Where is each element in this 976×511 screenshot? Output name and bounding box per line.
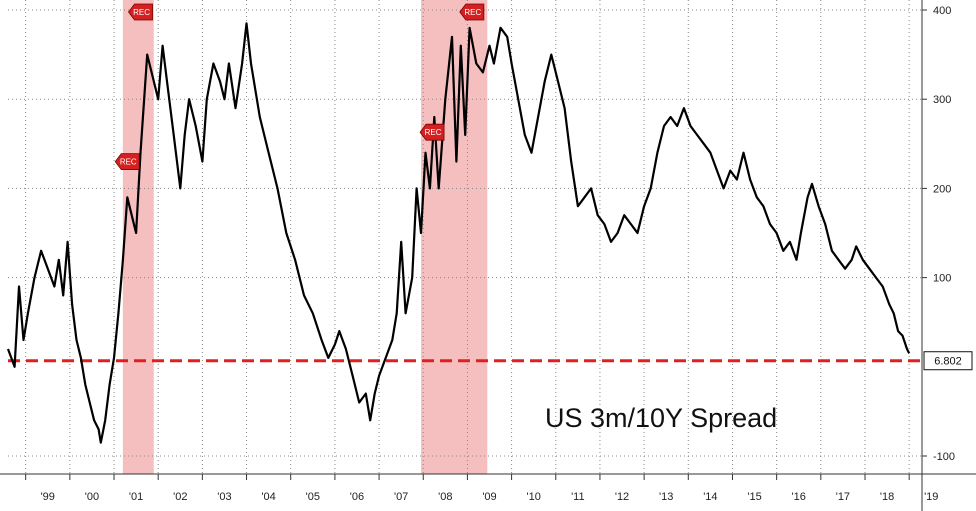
x-tick-label: '13 [659, 491, 673, 503]
x-tick-label: '03 [217, 491, 231, 503]
x-tick-label: '11 [571, 491, 585, 503]
y-tick-label: 300 [933, 94, 951, 106]
rec-markers: REC REC REC REC [114, 3, 485, 171]
x-tick-label: '18 [880, 491, 894, 503]
x-tick-label: '08 [438, 491, 452, 503]
rec-marker: REC [459, 3, 485, 21]
x-tick-label: '05 [306, 491, 320, 503]
last-value-box [923, 351, 973, 371]
y-tick-label: -100 [933, 451, 955, 463]
x-tick-label: '12 [615, 491, 629, 503]
series-line [6, 22, 911, 444]
y-tick-label: 200 [933, 183, 951, 195]
rec-marker: REC [114, 153, 140, 171]
x-tick-label: '19 [924, 491, 938, 503]
chart-title: US 3m/10Y Spread [545, 403, 777, 433]
x-tick-label: '09 [482, 491, 496, 503]
last-value-label: 6.802 [934, 356, 962, 368]
x-axis-ticks: '99 '00 '01 '02 '03 '04 '05 '06 '07 '08 '09 '10 '11 '… [25, 474, 938, 503]
rec-marker-shape [459, 3, 485, 21]
rec-marker-shape [419, 123, 445, 141]
last-value-label-group: 6.802 [923, 351, 973, 371]
x-tick-label: '04 [261, 491, 275, 503]
rec-marker-label: REC [464, 8, 481, 17]
rec-marker: REC [419, 123, 445, 141]
x-tick-label: '99 [41, 491, 55, 503]
recession-band [122, 0, 154, 474]
y-axis-ticks: 400 300 200 100 -100 [922, 5, 955, 463]
x-tick-label: '16 [792, 491, 806, 503]
rec-marker-shape [114, 153, 140, 171]
x-tick-label: '00 [85, 491, 99, 503]
rec-marker-label: REC [425, 128, 442, 137]
x-tick-label: '06 [350, 491, 364, 503]
recession-bands [122, 0, 488, 474]
y-tick-label: 400 [933, 5, 951, 17]
x-tick-label: '10 [527, 491, 541, 503]
rec-marker-label: REC [133, 8, 150, 17]
series-group [6, 22, 911, 444]
rec-marker: REC [128, 3, 153, 21]
x-tick-label: '07 [394, 491, 408, 503]
x-tick-label: '02 [173, 491, 187, 503]
x-tick-label: '15 [747, 491, 761, 503]
rec-marker-label: REC [120, 158, 137, 167]
y-tick-label: 100 [933, 273, 951, 285]
x-tick-label: '17 [836, 491, 850, 503]
x-tick-label: '01 [129, 491, 143, 503]
x-tick-label: '14 [703, 491, 717, 503]
rec-marker-shape [128, 3, 153, 21]
